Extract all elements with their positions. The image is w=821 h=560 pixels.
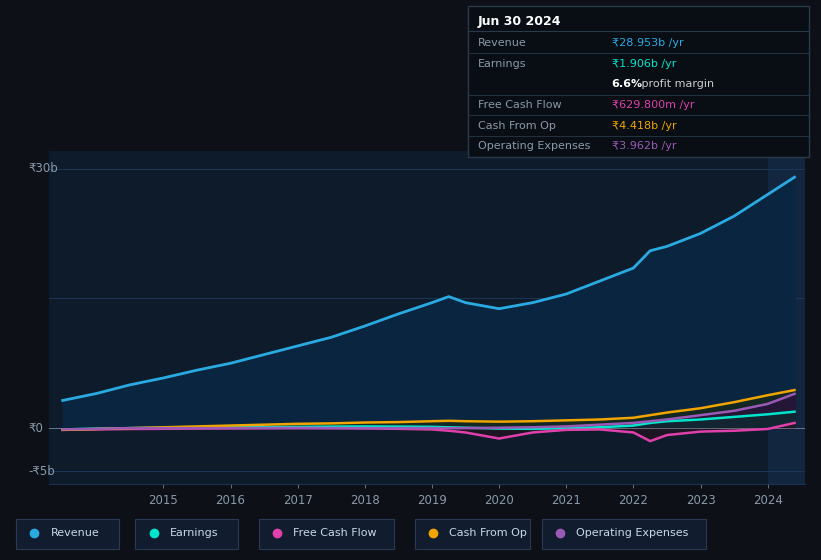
Text: ₹1.906b /yr: ₹1.906b /yr bbox=[612, 59, 676, 68]
Text: Jun 30 2024: Jun 30 2024 bbox=[478, 15, 562, 28]
FancyBboxPatch shape bbox=[415, 519, 530, 549]
Text: Revenue: Revenue bbox=[478, 38, 526, 48]
Text: Earnings: Earnings bbox=[478, 59, 526, 68]
Text: Revenue: Revenue bbox=[51, 529, 99, 538]
Text: 6.6%: 6.6% bbox=[612, 80, 643, 89]
Text: Cash From Op: Cash From Op bbox=[449, 529, 527, 538]
Text: ₹629.800m /yr: ₹629.800m /yr bbox=[612, 100, 694, 110]
FancyBboxPatch shape bbox=[135, 519, 238, 549]
FancyBboxPatch shape bbox=[16, 519, 119, 549]
Text: ₹28.953b /yr: ₹28.953b /yr bbox=[612, 38, 683, 48]
Text: profit margin: profit margin bbox=[638, 80, 714, 89]
Text: Operating Expenses: Operating Expenses bbox=[478, 142, 590, 151]
FancyBboxPatch shape bbox=[542, 519, 706, 549]
Text: ₹4.418b /yr: ₹4.418b /yr bbox=[612, 121, 677, 130]
Bar bbox=[768, 151, 805, 484]
Text: ₹0: ₹0 bbox=[29, 422, 44, 435]
Text: Free Cash Flow: Free Cash Flow bbox=[478, 100, 562, 110]
Text: ₹30b: ₹30b bbox=[29, 162, 58, 175]
Text: Operating Expenses: Operating Expenses bbox=[576, 529, 689, 538]
FancyBboxPatch shape bbox=[259, 519, 394, 549]
Text: Free Cash Flow: Free Cash Flow bbox=[293, 529, 377, 538]
Text: ₹3.962b /yr: ₹3.962b /yr bbox=[612, 142, 677, 151]
Text: Earnings: Earnings bbox=[170, 529, 218, 538]
Text: -₹5b: -₹5b bbox=[29, 465, 56, 478]
Text: Cash From Op: Cash From Op bbox=[478, 121, 556, 130]
